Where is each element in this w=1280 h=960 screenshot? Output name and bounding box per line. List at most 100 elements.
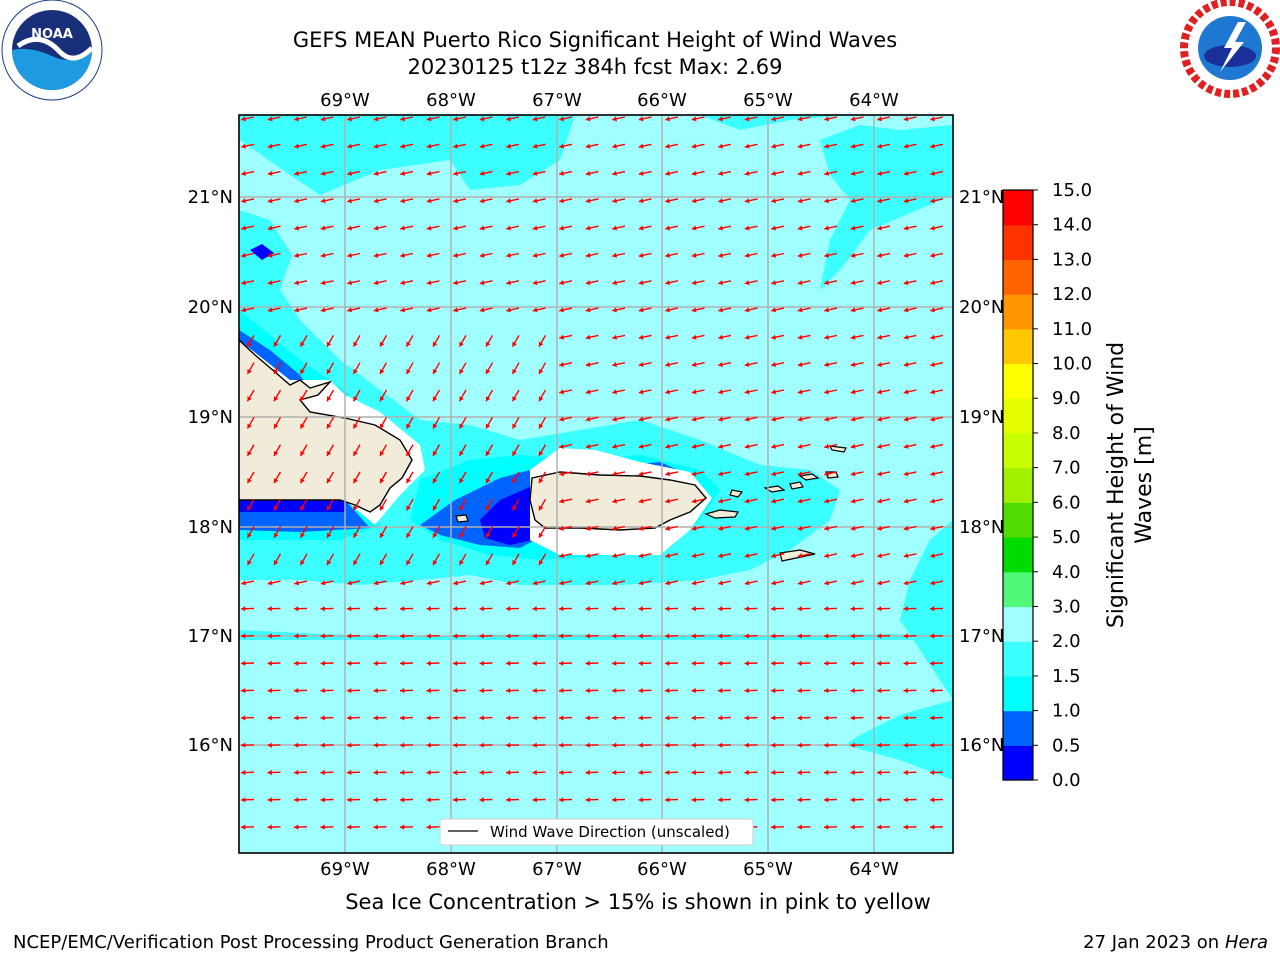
arrow-head: [479, 170, 485, 176]
arrow-head: [294, 797, 299, 803]
arrow-head: [665, 769, 670, 776]
arrow-head: [512, 368, 517, 374]
arrow-head: [691, 170, 697, 176]
arrow-head: [300, 450, 305, 456]
island-mona: [455, 514, 469, 523]
arrow-head: [273, 505, 279, 511]
arrow-head: [347, 660, 352, 666]
arrow-head: [638, 307, 644, 313]
arrow-head: [267, 198, 273, 204]
arrow-head: [506, 280, 512, 286]
island-anegada: [828, 445, 847, 453]
arrow-head: [512, 450, 517, 456]
arrow-head: [353, 560, 358, 566]
arrow-head: [718, 660, 723, 666]
colorbar-tick-label: 8.0: [1052, 423, 1081, 444]
arrow-head: [506, 688, 511, 694]
arrow-head: [559, 225, 565, 231]
arrow-head: [718, 553, 724, 559]
arrow-head: [585, 742, 590, 748]
arrow-head: [612, 471, 618, 477]
colorbar-tick-label: 2.0: [1052, 631, 1081, 652]
arrow-head: [903, 769, 908, 776]
arrow-head: [426, 280, 432, 286]
arrow-head: [638, 797, 643, 803]
arrow-head: [373, 252, 379, 258]
arrow-head: [320, 715, 325, 721]
lon-label-bottom-3: 66°W: [637, 859, 687, 880]
arrow-head: [744, 553, 750, 559]
arrow-head: [506, 307, 512, 313]
arrow-head: [426, 769, 431, 776]
arrow-head: [691, 116, 697, 122]
arrow-head: [824, 116, 830, 122]
arrow-head: [532, 143, 538, 149]
arrow-head: [406, 368, 411, 374]
arrow-head: [665, 553, 671, 559]
arrow-head: [930, 280, 936, 286]
arrow-head: [479, 688, 484, 694]
arrow-head: [273, 396, 279, 402]
arrow-head: [718, 443, 724, 449]
arrow-head: [479, 580, 485, 586]
arrow-head: [612, 198, 618, 204]
arrow-head: [797, 361, 803, 368]
arrow-head: [241, 633, 246, 639]
arrow-head: [426, 116, 432, 122]
arrow-head: [903, 525, 909, 531]
arrow-head: [453, 715, 458, 721]
arrow-head: [294, 580, 300, 586]
arrow-head: [903, 389, 909, 395]
arrow-head: [718, 307, 724, 313]
arrow-head: [612, 389, 618, 395]
arrow-head: [797, 252, 803, 258]
arrow-head: [294, 280, 300, 286]
arrow-head: [638, 580, 644, 586]
arrow-head: [691, 769, 696, 776]
arrow-head: [824, 252, 830, 258]
arrow-head: [797, 715, 802, 721]
arrow-head: [247, 505, 252, 511]
arrow-head: [930, 116, 936, 122]
arrow-head: [453, 198, 459, 204]
arrow-head: [532, 660, 537, 666]
arrow-head: [877, 824, 882, 830]
arrow-head: [638, 389, 644, 395]
arrow-head: [453, 252, 459, 258]
arrow-head: [718, 633, 723, 639]
arrow-head: [320, 824, 325, 830]
arrow-head: [877, 553, 883, 559]
arrow-head: [665, 525, 671, 531]
arrow-head: [718, 606, 723, 612]
arrow-head: [432, 396, 438, 402]
arrow-head: [585, 198, 591, 204]
arrow-head: [718, 580, 724, 586]
arrow-head: [718, 471, 724, 477]
lon-label-top-2: 67°W: [532, 90, 582, 111]
arrow-head: [824, 824, 829, 830]
arrow-head: [300, 505, 305, 511]
arrow-head: [426, 225, 432, 231]
lat-label-left-5: 16°N: [188, 735, 233, 756]
arrow-head: [771, 660, 776, 666]
arrow-head: [903, 116, 909, 122]
arrow-head: [744, 580, 750, 586]
arrow-head: [532, 198, 538, 204]
arrow-head: [453, 580, 459, 586]
arrow-head: [877, 660, 882, 666]
arrow-head: [718, 252, 724, 258]
arrow-head: [459, 341, 464, 347]
arrow-head: [373, 280, 379, 286]
arrow-head: [453, 606, 458, 612]
arrow-head: [247, 396, 252, 402]
arrow-head: [930, 198, 936, 204]
lat-label-right-4: 17°N: [959, 626, 1004, 647]
colorbar-frame: [1002, 189, 1034, 781]
arrow-head: [691, 443, 697, 449]
arrow-head: [797, 443, 803, 449]
arrow-head: [903, 307, 909, 313]
arrow-head: [930, 633, 935, 639]
arrow-head: [797, 660, 802, 666]
arrow-head: [638, 769, 643, 776]
footer-host: Hera: [1224, 932, 1268, 953]
